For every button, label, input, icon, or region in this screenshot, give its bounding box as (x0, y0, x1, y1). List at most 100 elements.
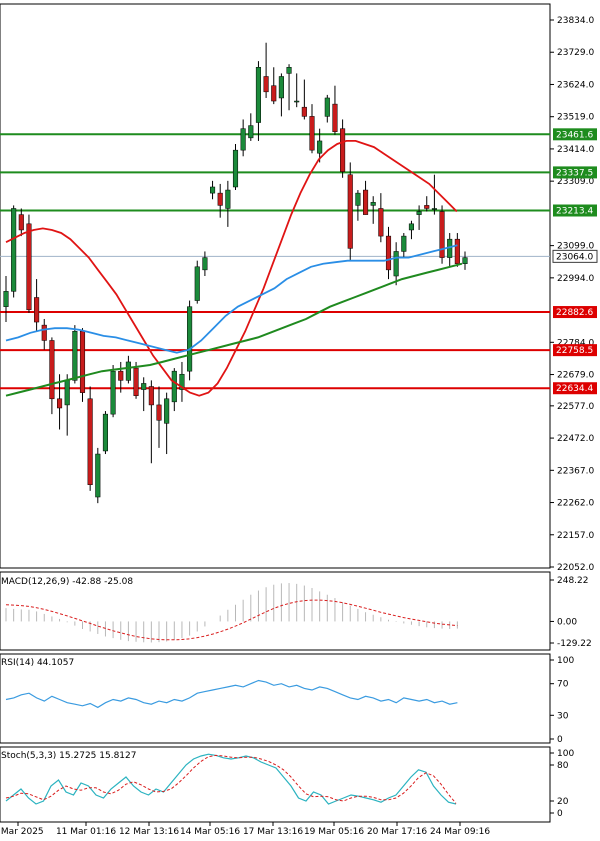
macd-tick-label: 248.22 (557, 576, 589, 586)
price-tick-label: 22577.0 (557, 402, 594, 412)
price-tick-label: 23729.0 (557, 48, 594, 58)
candle-body (26, 223, 32, 311)
candle-body (225, 189, 231, 209)
stoch-title: Stoch(5,3,3) 15.2725 15.8127 (1, 751, 136, 761)
candle-body (255, 67, 261, 123)
candle-body (263, 76, 269, 93)
rsi-pane-frame (0, 653, 551, 744)
price-tick-label: 22994.0 (557, 274, 594, 284)
level-badge (553, 344, 597, 357)
price-tick-label: 23834.0 (557, 16, 594, 26)
stoch-tick-label: 80 (557, 761, 569, 771)
level-badge-label: 23337.5 (556, 168, 593, 178)
rsi-line (5, 679, 458, 709)
rsi-tick-label: 0 (557, 735, 563, 745)
level-badge (553, 128, 597, 141)
candle-body (125, 361, 131, 381)
candle-body (79, 331, 86, 393)
candle-body (133, 367, 139, 396)
candle-body (248, 125, 254, 139)
candle-body (424, 205, 430, 209)
current-price-badge (552, 249, 598, 263)
candle-body (408, 223, 414, 231)
price-tick-label: 22679.0 (557, 371, 594, 381)
rsi-tick-label: 30 (557, 711, 569, 721)
time-tick-label: 24 Mar 09:16 (430, 827, 490, 837)
level-badge (553, 166, 597, 179)
rsi-tick-label: 70 (557, 680, 569, 690)
candle-body (294, 100, 300, 103)
stoch-main-line (5, 753, 457, 805)
time-tick-label: 11 Mar 01:16 (56, 827, 116, 837)
price-tick-label: 22784.0 (557, 338, 594, 348)
price-tick-label: 23519.0 (557, 113, 594, 123)
candle-body (378, 208, 384, 237)
level-badge-label: 22634.4 (556, 384, 593, 394)
candle-body (164, 398, 170, 424)
candle-body (41, 324, 47, 341)
candle-body (171, 370, 177, 403)
price-pane: 23834.0 23729.0 23624.0 23519.0 23414.0 23309… (0, 3, 598, 573)
candle-body (87, 398, 93, 485)
candle-body (431, 208, 437, 210)
candle-body (355, 192, 361, 206)
candle-body (3, 291, 9, 307)
level-badge (553, 306, 597, 319)
candle-body (363, 189, 369, 215)
candle-body (347, 174, 353, 249)
candle-body (179, 373, 185, 390)
stoch-tick-label: 20 (557, 797, 569, 807)
candle-body (232, 149, 239, 188)
time-tick-label: 14 Mar 05:16 (180, 827, 240, 837)
ma-red-line (5, 139, 458, 397)
candle-body (278, 76, 284, 99)
candle-body (57, 398, 63, 409)
candle-body (217, 192, 223, 206)
level-badge-label: 22758.5 (556, 346, 593, 356)
candle-body (385, 235, 392, 271)
candle-body (454, 238, 460, 264)
stoch-signal-line (5, 754, 457, 804)
candle-body (462, 257, 468, 264)
candle-body (64, 380, 70, 406)
candle-body (49, 340, 55, 400)
price-tick-label: 23624.0 (557, 80, 594, 90)
price-tick-label: 22367.0 (557, 466, 594, 476)
stoch-tick-label: 100 (557, 749, 574, 759)
ma-green-line (5, 262, 463, 397)
macd-tick-label: -129.22 (557, 639, 592, 649)
candle-body (286, 67, 292, 74)
macd-tick-label: 0.00 (557, 617, 577, 627)
price-tick-label: 22262.0 (557, 499, 594, 509)
candle-body (72, 331, 78, 381)
price-tick-label: 22052.0 (557, 563, 594, 573)
candle-body (202, 257, 208, 271)
candle-body (317, 140, 323, 154)
price-tick-label: 23414.0 (557, 145, 594, 155)
candle-body (240, 128, 246, 151)
ma-blue-line (5, 244, 458, 354)
price-tick-label: 23309.0 (557, 177, 594, 187)
time-tick-label: 12 Mar 13:16 (119, 827, 179, 837)
candle-body (416, 211, 422, 215)
macd-title: MACD(12,26,9) -42.88 -25.08 (1, 577, 133, 587)
macd-pane-frame (0, 571, 551, 651)
candle-body (370, 202, 376, 206)
candle-body (271, 85, 277, 102)
stoch-pane-frame (0, 746, 551, 823)
candle-body (332, 103, 338, 132)
macd-signal-line (5, 599, 458, 641)
stoch-tick-label: 0 (557, 809, 563, 819)
rsi-title: RSI(14) 44.1057 (1, 658, 74, 668)
candle-body (401, 235, 407, 252)
level-badge-label: 22882.6 (556, 308, 593, 318)
stoch-pane: Stoch(5,3,3) 15.2725 15.8127 100 80 20 0 (0, 746, 574, 823)
candle-body (194, 266, 200, 301)
level-badge-label: 23461.6 (556, 130, 593, 140)
time-tick-label: 20 Mar 17:16 (367, 827, 427, 837)
candle-body (141, 383, 147, 390)
price-tick-label: 22157.0 (557, 531, 594, 541)
candle-body (148, 386, 154, 406)
